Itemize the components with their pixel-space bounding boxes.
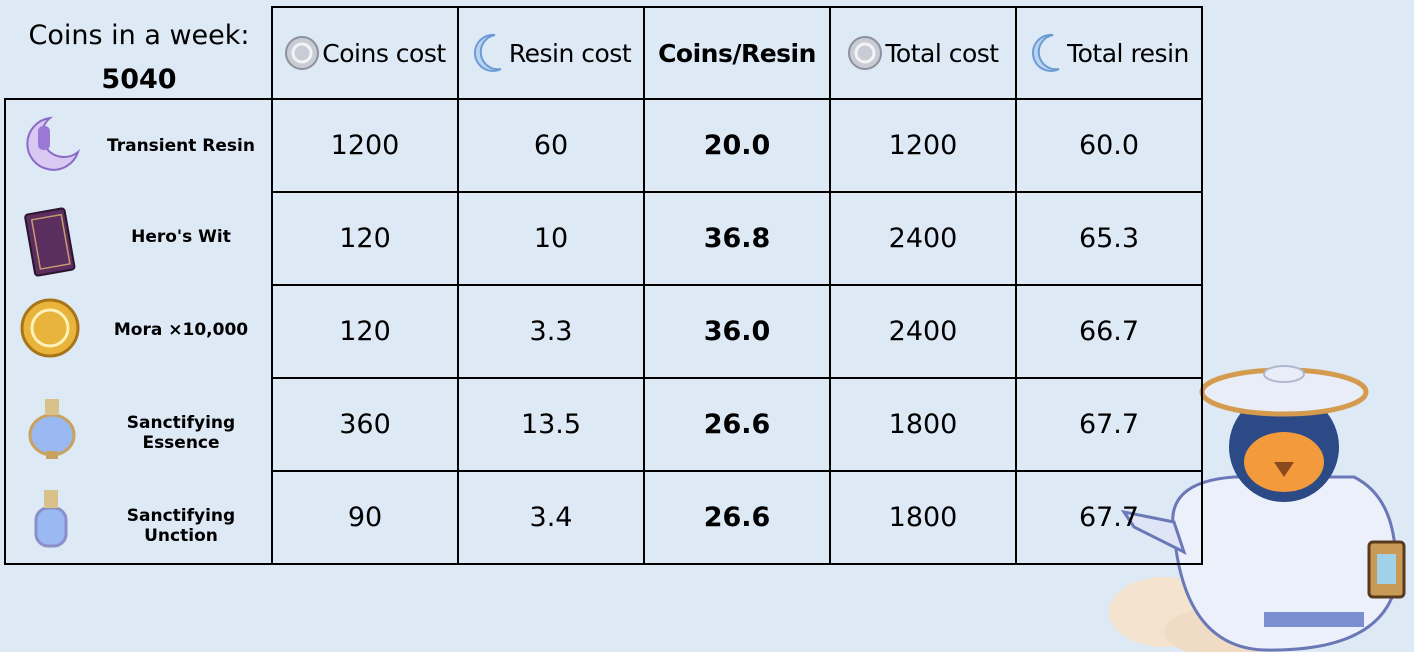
week-coins: 5040 [101, 64, 177, 95]
column-header-text: Coins cost [322, 38, 446, 68]
column-header: Total resin [1015, 6, 1203, 100]
column-header-text: Coins/Resin [658, 38, 816, 68]
item-cell: Mora ×10,000 [4, 284, 273, 379]
item-icon [20, 112, 84, 180]
value-cell: 13.5 [457, 377, 645, 472]
item-name: Sanctifying Unction [126, 506, 236, 546]
value-cell: 65.3 [1015, 191, 1203, 286]
value-cell: 120 [271, 191, 459, 286]
column-header: Coins cost [271, 6, 459, 100]
column-header-text: Total resin [1067, 38, 1189, 68]
column-header-text: Resin cost [508, 38, 632, 68]
item-icon [20, 482, 84, 560]
value-cell: 3.4 [457, 470, 645, 565]
item-icon [20, 203, 84, 287]
item-cell: Sanctifying Essence [4, 377, 273, 472]
value-cell: 67.7 [1015, 377, 1203, 472]
column-header-text: Total cost [885, 38, 999, 68]
header-icon [285, 36, 320, 70]
value-cell: 67.7 [1015, 470, 1203, 565]
item-icon [20, 389, 84, 467]
value-cell: 60.0 [1015, 98, 1203, 193]
value-cell: 20.0 [643, 98, 831, 193]
item-cell: Hero's Wit [4, 191, 273, 286]
item-cell: Transient Resin [4, 98, 273, 193]
value-cell: 1800 [829, 377, 1017, 472]
item-name: Mora ×10,000 [113, 320, 249, 340]
item-name: Sanctifying Essence [126, 413, 236, 453]
value-cell: 36.8 [643, 191, 831, 286]
item-cell: Sanctifying Unction [4, 470, 273, 565]
week-title: Coins in a week: [28, 20, 250, 51]
value-cell: 1800 [829, 470, 1017, 565]
value-cell: 360 [271, 377, 459, 472]
value-cell: 2400 [829, 191, 1017, 286]
value-cell: 26.6 [643, 377, 831, 472]
header-icon [1032, 33, 1060, 72]
column-header: Resin cost [457, 6, 645, 100]
value-cell: 26.6 [643, 470, 831, 565]
header-icon [848, 36, 883, 70]
item-name: Transient Resin [107, 136, 255, 156]
column-header: Coins/Resin [643, 6, 831, 100]
column-header: Total cost [829, 6, 1017, 100]
value-cell: 1200 [829, 98, 1017, 193]
header-icon [473, 33, 502, 72]
value-cell: 10 [457, 191, 645, 286]
value-cell: 1200 [271, 98, 459, 193]
value-cell: 90 [271, 470, 459, 565]
value-cell: 120 [271, 284, 459, 379]
mascot [1109, 365, 1406, 652]
item-icon [20, 296, 84, 364]
value-cell: 2400 [829, 284, 1017, 379]
value-cell: 66.7 [1015, 284, 1203, 379]
item-name: Hero's Wit [131, 227, 231, 247]
value-cell: 3.3 [457, 284, 645, 379]
value-cell: 36.0 [643, 284, 831, 379]
value-cell: 60 [457, 98, 645, 193]
week-header: Coins in a week: 5040 [0, 0, 278, 100]
